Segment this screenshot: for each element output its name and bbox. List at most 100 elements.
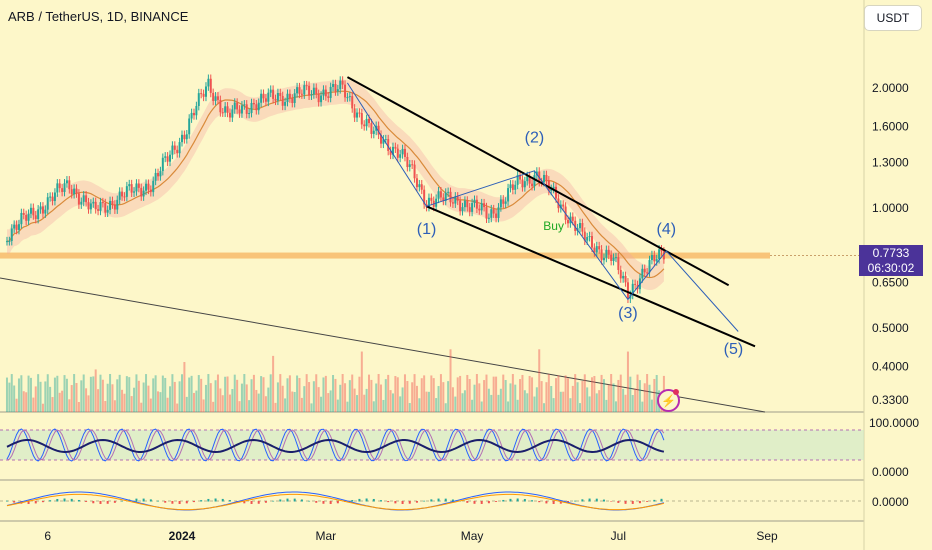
- volume-bar: [483, 380, 486, 412]
- volume-bar: [279, 374, 282, 412]
- candle-body: [145, 183, 148, 191]
- volume-bar: [526, 393, 529, 412]
- volume-bar: [332, 375, 335, 412]
- volume-bar: [411, 382, 414, 412]
- candle-body: [17, 224, 20, 230]
- macd-histogram-bar: [372, 498, 375, 502]
- macd-histogram-bar: [200, 500, 203, 502]
- candle-body: [332, 84, 335, 87]
- volume-bar: [348, 380, 351, 412]
- volume-bar: [281, 385, 284, 412]
- volume-bar: [564, 375, 567, 412]
- volume-bar: [49, 386, 52, 412]
- candle-body: [389, 150, 392, 155]
- candle-body: [92, 201, 95, 204]
- candle-body: [176, 149, 179, 154]
- volume-bar: [262, 377, 265, 412]
- volume-bar: [133, 387, 136, 412]
- volume-bar: [181, 374, 183, 412]
- currency-button[interactable]: USDT: [864, 5, 922, 31]
- candle-body: [300, 93, 303, 95]
- volume-bar: [41, 403, 44, 412]
- volume-bar: [432, 378, 435, 412]
- price-axis-tick: 1.0000: [872, 201, 909, 215]
- candle-body: [379, 134, 382, 144]
- support-level: [0, 252, 770, 259]
- candle-body: [643, 268, 646, 273]
- candle-body: [236, 102, 239, 110]
- candle-body: [320, 95, 323, 103]
- candle-body: [423, 189, 426, 205]
- macd-histogram-bar: [228, 500, 231, 502]
- candle-body: [619, 269, 622, 279]
- volume-bar: [466, 374, 469, 412]
- candle-body: [600, 249, 603, 261]
- candle-body: [99, 202, 102, 211]
- volume-bar: [480, 401, 483, 412]
- volume-bar: [602, 379, 605, 412]
- candle-body: [284, 101, 287, 106]
- candle-body: [612, 257, 615, 261]
- volume-bar: [588, 396, 591, 412]
- macd-histogram-bar: [430, 499, 433, 502]
- volume-bar: [583, 374, 586, 412]
- volume-bar: [447, 381, 450, 412]
- macd-histogram-bar: [178, 501, 181, 504]
- volume-bar: [533, 396, 536, 412]
- candle-body: [41, 206, 44, 214]
- volume-bar: [171, 374, 174, 412]
- volume-bar: [267, 387, 270, 412]
- candle-body: [408, 164, 411, 168]
- candle-body: [653, 255, 656, 262]
- macd-histogram-bar: [41, 501, 44, 503]
- volume-bar: [231, 389, 234, 412]
- volume-bar: [27, 375, 30, 412]
- volume-bar: [394, 376, 397, 412]
- volume-bar: [418, 398, 421, 412]
- candle-body: [221, 112, 224, 114]
- candle-body: [430, 197, 433, 201]
- macd-histogram-bar: [70, 498, 73, 502]
- volume-bar: [164, 377, 167, 412]
- candle-body: [531, 183, 534, 187]
- candle-body: [97, 209, 100, 211]
- candle-body: [442, 197, 445, 201]
- volume-bar: [216, 374, 219, 412]
- volume-bar: [555, 378, 558, 412]
- volume-bar: [406, 380, 409, 412]
- candle-body: [147, 183, 150, 190]
- macd-histogram-bar: [509, 498, 512, 502]
- candle-body: [159, 171, 162, 177]
- volume-bar: [113, 400, 116, 412]
- volume-bar: [391, 393, 394, 412]
- macd-histogram-bar: [351, 500, 354, 502]
- candle-body: [77, 193, 80, 205]
- stoch-k-line: [6, 428, 665, 462]
- macd-histogram-bar: [135, 498, 138, 502]
- candle-body: [73, 188, 76, 195]
- candle-body: [341, 80, 344, 85]
- price-axis-tick: 0.3300: [872, 393, 909, 407]
- candle-body: [351, 96, 354, 109]
- volume-bar: [372, 401, 375, 412]
- volume-bar: [531, 377, 534, 412]
- oscillator-axis-tick: 0.0000: [872, 465, 909, 479]
- candle-body: [135, 183, 138, 192]
- candle-body: [480, 203, 483, 211]
- candle-body: [516, 174, 519, 185]
- candle-body: [53, 192, 56, 202]
- volume-bar: [507, 401, 510, 412]
- macd-histogram-bar: [653, 499, 656, 502]
- macd-histogram-bar: [257, 501, 260, 504]
- volume-bar: [614, 401, 617, 412]
- candle-body: [324, 89, 327, 97]
- candle-body: [617, 257, 620, 270]
- wave-label-2: (2): [525, 129, 545, 146]
- macd-histogram-bar: [415, 501, 418, 503]
- price-axis-tick: 1.6000: [872, 120, 909, 134]
- volume-bar: [209, 383, 212, 412]
- volume-bar: [511, 374, 514, 412]
- macd-histogram-bar: [336, 501, 339, 504]
- macd-histogram-bar: [574, 500, 577, 502]
